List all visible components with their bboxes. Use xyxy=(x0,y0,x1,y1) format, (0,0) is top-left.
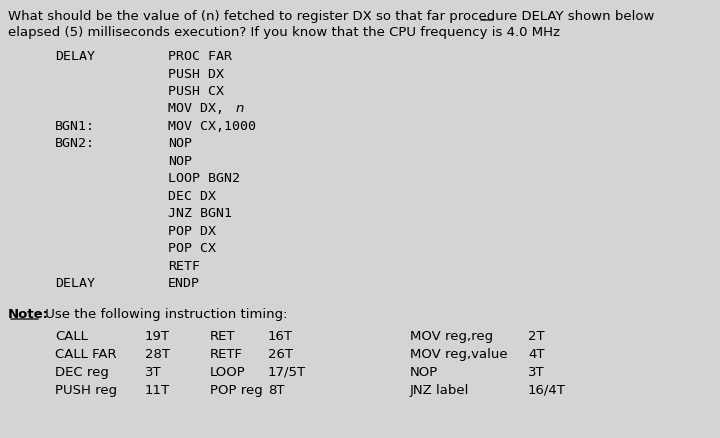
Text: POP DX: POP DX xyxy=(168,225,216,237)
Text: PUSH reg: PUSH reg xyxy=(55,383,117,396)
Text: PROC FAR: PROC FAR xyxy=(168,50,232,63)
Text: PUSH DX: PUSH DX xyxy=(168,67,224,80)
Text: 16/4T: 16/4T xyxy=(528,383,566,396)
Text: NOP: NOP xyxy=(168,137,192,150)
Text: JNZ label: JNZ label xyxy=(410,383,469,396)
Text: RETF: RETF xyxy=(168,259,200,272)
Text: 8T: 8T xyxy=(268,383,284,396)
Text: 16T: 16T xyxy=(268,329,293,342)
Text: 3T: 3T xyxy=(145,365,161,378)
Text: MOV CX,1000: MOV CX,1000 xyxy=(168,120,256,133)
Text: RETF: RETF xyxy=(210,347,243,360)
Text: POP CX: POP CX xyxy=(168,242,216,255)
Text: POP reg: POP reg xyxy=(210,383,263,396)
Text: DEC DX: DEC DX xyxy=(168,190,216,202)
Text: 2T: 2T xyxy=(528,329,544,342)
Text: NOP: NOP xyxy=(168,155,192,168)
Text: 11T: 11T xyxy=(145,383,170,396)
Text: CALL: CALL xyxy=(55,329,88,342)
Text: 4T: 4T xyxy=(528,347,544,360)
Text: DELAY: DELAY xyxy=(55,50,95,63)
Text: ENDP: ENDP xyxy=(168,277,200,290)
Text: 28T: 28T xyxy=(145,347,170,360)
Text: MOV reg,reg: MOV reg,reg xyxy=(410,329,493,342)
Text: DELAY: DELAY xyxy=(55,277,95,290)
Text: Note:: Note: xyxy=(8,307,49,320)
Text: PUSH CX: PUSH CX xyxy=(168,85,224,98)
Text: RET: RET xyxy=(210,329,235,342)
Text: DEC reg: DEC reg xyxy=(55,365,109,378)
Text: What should be the value of (n) fetched to register DX so that far procedure DEL: What should be the value of (n) fetched … xyxy=(8,10,654,23)
Text: JNZ BGN1: JNZ BGN1 xyxy=(168,207,232,220)
Text: 26T: 26T xyxy=(268,347,293,360)
Text: elapsed (5) milliseconds execution? If you know that the CPU frequency is 4.0 MH: elapsed (5) milliseconds execution? If y… xyxy=(8,26,560,39)
Text: MOV DX,: MOV DX, xyxy=(168,102,232,115)
Text: Use the following instruction timing:: Use the following instruction timing: xyxy=(41,307,287,320)
Text: 17/5T: 17/5T xyxy=(268,365,306,378)
Text: MOV reg,value: MOV reg,value xyxy=(410,347,508,360)
Text: CALL FAR: CALL FAR xyxy=(55,347,117,360)
Text: BGN1:: BGN1: xyxy=(55,120,95,133)
Text: NOP: NOP xyxy=(410,365,438,378)
Text: LOOP BGN2: LOOP BGN2 xyxy=(168,172,240,185)
Text: LOOP: LOOP xyxy=(210,365,246,378)
Text: BGN2:: BGN2: xyxy=(55,137,95,150)
Text: n: n xyxy=(236,102,244,115)
Text: 3T: 3T xyxy=(528,365,544,378)
Text: 19T: 19T xyxy=(145,329,170,342)
